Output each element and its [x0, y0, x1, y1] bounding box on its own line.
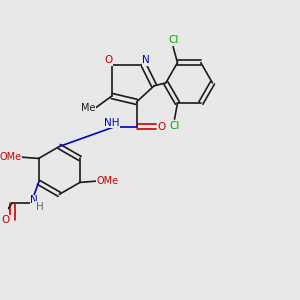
Text: Me: Me	[81, 103, 96, 113]
Text: H: H	[36, 202, 43, 212]
Text: N: N	[142, 55, 150, 65]
Text: O: O	[2, 215, 10, 225]
Text: Cl: Cl	[169, 121, 180, 130]
Text: OMe: OMe	[0, 152, 22, 162]
Text: O: O	[104, 55, 112, 65]
Text: O: O	[158, 122, 166, 132]
Text: N: N	[30, 196, 38, 206]
Text: NH: NH	[104, 118, 120, 128]
Text: Cl: Cl	[168, 35, 178, 45]
Text: OMe: OMe	[97, 176, 119, 186]
